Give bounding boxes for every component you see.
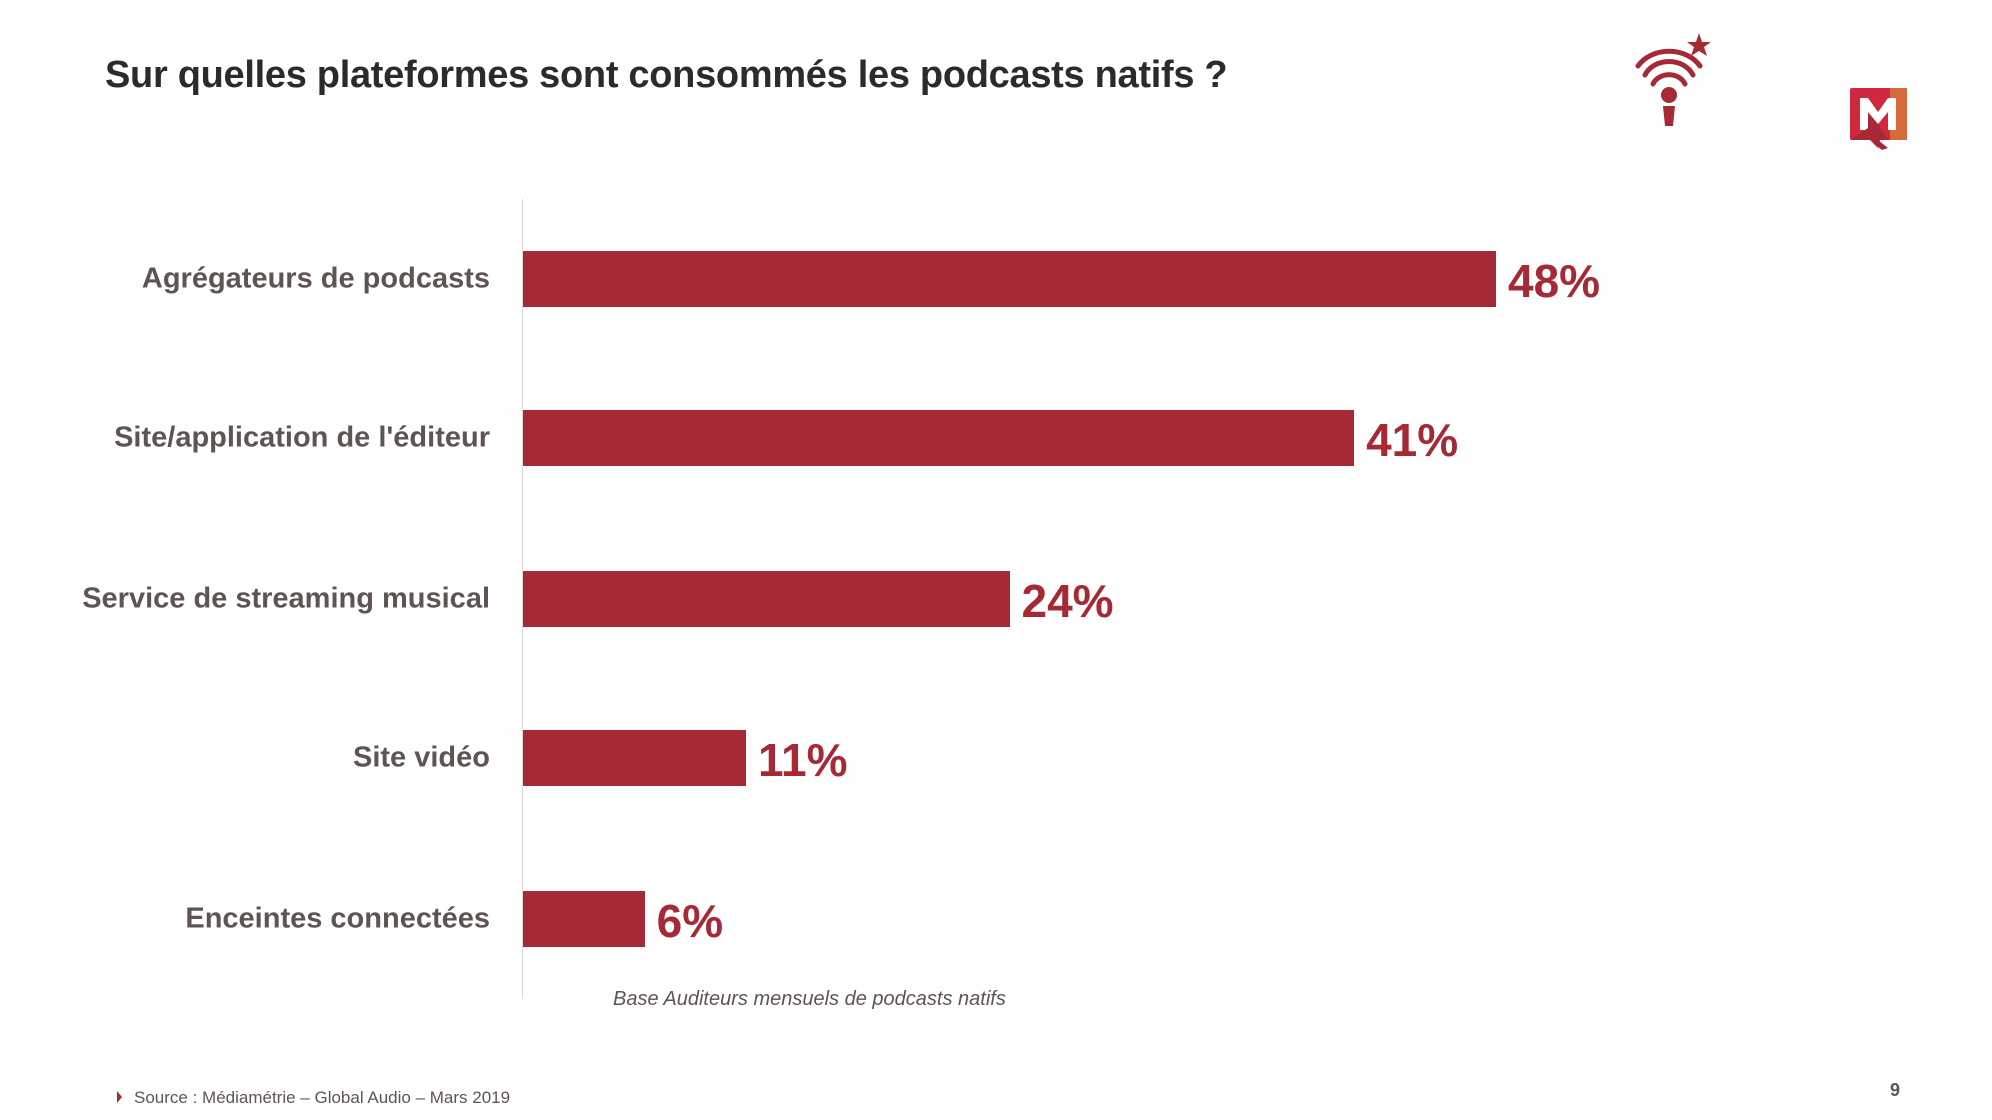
bar: [523, 730, 746, 786]
category-axis-line: [522, 199, 523, 999]
data-label: 48%: [1508, 255, 1601, 308]
chart-title: Sur quelles plateformes sont consommés l…: [105, 54, 1228, 96]
data-label: 24%: [1021, 575, 1114, 628]
base-note: Base Auditeurs mensuels de podcasts nati…: [613, 988, 1006, 1010]
data-label: 41%: [1366, 414, 1459, 467]
data-label: 6%: [656, 895, 724, 948]
bar: [523, 410, 1355, 466]
category-label: Site/application de l'éditeur: [114, 421, 490, 454]
mediametrie-logo: [1850, 88, 1907, 150]
page-number: 9: [1890, 1080, 1901, 1100]
bar: [523, 251, 1496, 307]
category-label: Enceintes connectées: [185, 902, 490, 935]
category-label: Agrégateurs de podcasts: [141, 262, 490, 295]
category-label: Service de streaming musical: [82, 582, 490, 615]
podcast-microphone-logo: [1635, 33, 1710, 126]
bar: [523, 571, 1010, 627]
category-label: Site vidéo: [353, 741, 490, 774]
source-text: Source : Médiamétrie – Global Audio – Ma…: [134, 1088, 511, 1107]
bar: [523, 891, 645, 947]
data-label: 11%: [757, 734, 848, 787]
bullet-triangle-icon: [117, 1091, 122, 1103]
